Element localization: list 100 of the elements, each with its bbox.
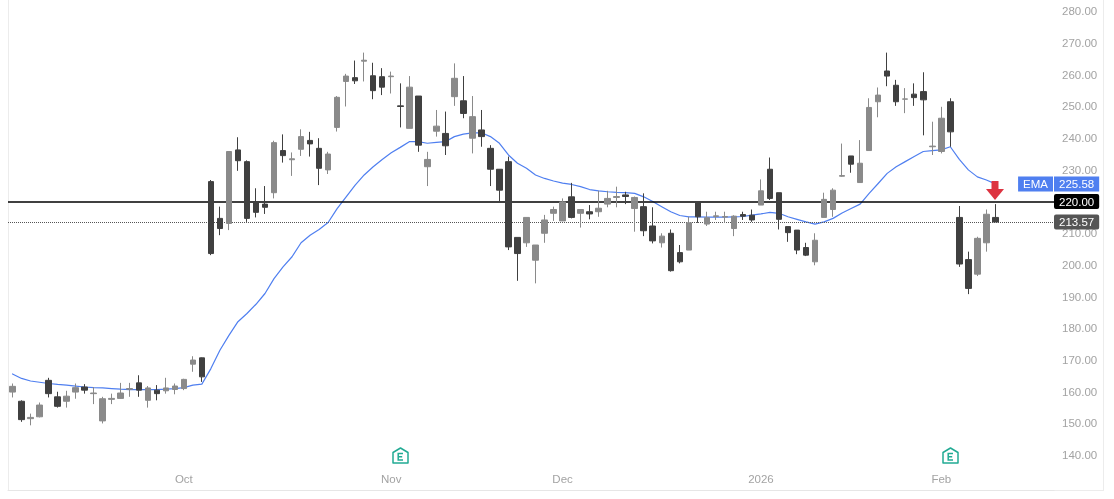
y-tick-label: 180.00 [1062,322,1098,335]
candlestick [487,144,494,187]
candlestick [794,229,800,255]
y-tick-label: 250.00 [1062,100,1098,113]
candlestick [379,67,385,96]
candlestick [677,244,683,264]
candlestick [622,191,629,205]
candlestick [208,179,214,256]
candlestick [27,413,34,426]
y-tick-label: 160.00 [1062,385,1098,398]
candlestick [767,157,773,201]
candlestick [559,197,566,222]
candlestick [352,60,358,85]
candlestick [90,386,97,405]
candlestick [848,155,854,174]
text: EMA [1023,177,1049,190]
candlestick [244,159,250,223]
candlestick [821,192,827,218]
candlestick [36,402,43,418]
candlestick [442,111,449,156]
candlestick [361,52,367,82]
candlestick [18,399,25,423]
candlestick [469,95,476,154]
candlestick [586,204,593,220]
candlestick [758,178,764,206]
candlestick [875,86,881,118]
candlestick [460,75,467,119]
candlestick [649,206,656,244]
candlestick [749,209,755,223]
candlestick [424,151,431,187]
candlestick [388,71,394,94]
ref-line-label: 213.57 [1059,215,1095,228]
candlestick [695,201,701,224]
candlestick [271,140,277,199]
candlestick [983,209,990,253]
candlestick [577,209,584,229]
candlestick [163,377,169,395]
candlestick [289,151,295,177]
candlestick [613,186,620,208]
candlestick [965,251,972,295]
text: 225.58 [1059,177,1095,190]
candlestick [478,109,485,148]
candlestick [929,121,936,156]
candlestick [857,139,863,184]
x-tick-label: Dec [552,473,574,485]
y-tick-label: 170.00 [1062,354,1098,367]
candlestick [731,214,737,237]
candlestick [992,203,999,223]
candlestick [830,187,836,218]
candlestick [370,62,376,100]
candlestick [631,196,638,233]
candlestick [136,374,142,398]
candlestick [406,75,413,129]
candlestick [343,73,349,107]
candlestick [451,62,458,107]
candlestick [199,357,205,383]
candlestick [514,236,521,282]
candlestick [866,97,872,152]
candlestick [938,106,945,154]
candlestick [54,391,61,409]
y-tick-label: 270.00 [1062,37,1098,50]
candlestick [307,131,313,158]
candlestick [776,192,782,230]
candlestick [640,192,647,237]
candlestick [956,205,963,268]
candlestick [235,136,241,172]
candlestick [108,393,115,405]
candlestick [72,383,79,400]
x-tick-label: 2026 [748,473,774,485]
candlestick [334,95,340,133]
candlestick [839,143,845,178]
candlestick [884,52,890,87]
candlestick [298,128,304,157]
candlestick [722,211,728,224]
y-tick-label: 140.00 [1062,449,1098,462]
candlestick [496,168,503,203]
x-tick-label: Oct [174,473,194,485]
candlestick [433,109,440,138]
candlestick [81,383,88,395]
y-tick-label: 240.00 [1062,132,1098,145]
candlestick [704,211,710,227]
candlestick [920,71,927,136]
candlestick [9,383,16,398]
candlestick [172,383,178,395]
ref-line-label: 220.00 [1059,195,1095,208]
candlestick [686,216,692,251]
y-tick-label: 280.00 [1062,5,1098,18]
y-tick-label: 190.00 [1062,290,1098,303]
y-tick-label: 230.00 [1062,163,1098,176]
candlestick [325,151,331,175]
y-tick-label: 200.00 [1062,258,1098,271]
candlestick [226,151,232,231]
candlestick [568,182,575,219]
candlestick [523,216,530,248]
candlestick [550,206,557,222]
candlestick [595,190,602,218]
candlestick [893,79,899,107]
y-tick-label: 150.00 [1062,417,1098,430]
candlestick [902,87,908,114]
candlestick [117,382,124,400]
